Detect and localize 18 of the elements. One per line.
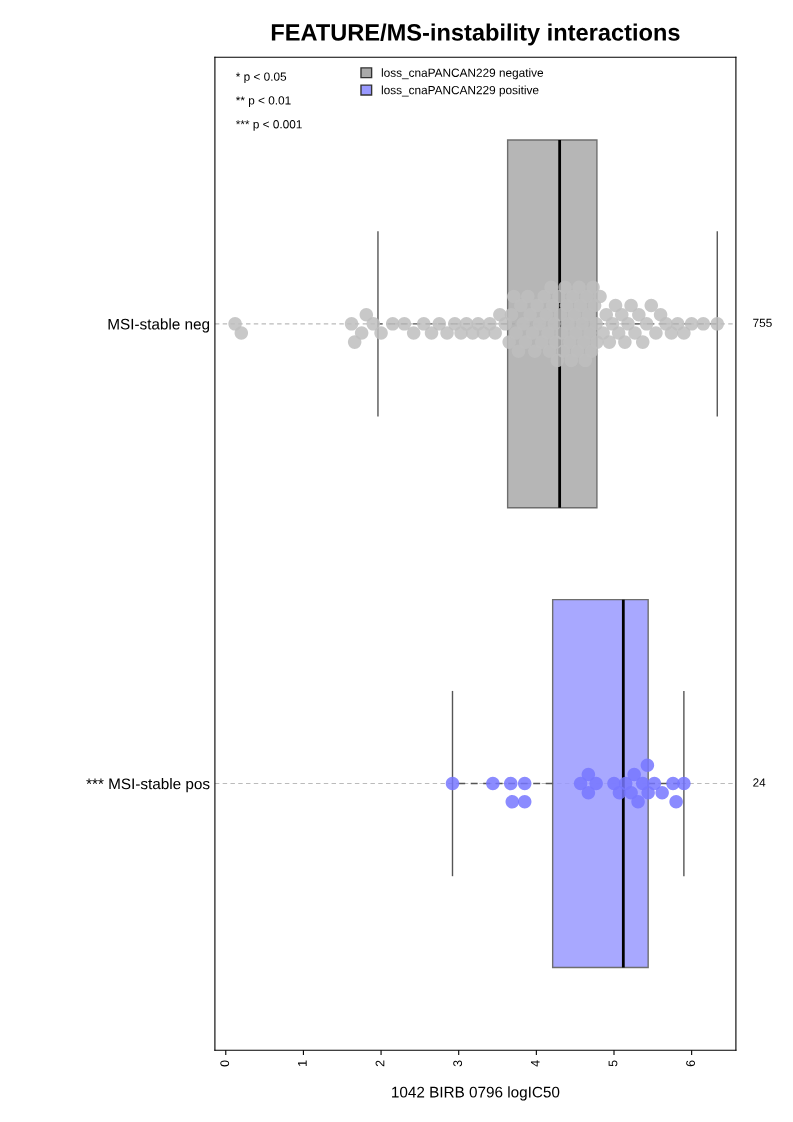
y-tick-label: *** MSI-stable pos	[86, 778, 210, 793]
x-tick-label: 4	[530, 1060, 540, 1067]
chart-title: FEATURE/MS-instability interactions	[271, 23, 680, 46]
legend-label: loss_cnaPANCAN229 negative	[381, 68, 544, 80]
x-tick-label: 1	[298, 1060, 307, 1066]
annotation: * p < 0.05	[235, 72, 287, 84]
text: 24	[753, 778, 766, 787]
annotation: ** p < 0.01	[235, 96, 291, 107]
x-tick-label: 0	[220, 1060, 230, 1067]
annotation: *** p < 0.001	[235, 120, 302, 131]
x-tick-label: 2	[375, 1060, 385, 1067]
y-tick-label: MSI-stable neg	[108, 318, 210, 333]
x-tick-label: 3	[453, 1060, 463, 1067]
x-tick-label: 5	[608, 1060, 618, 1067]
legend-label: loss_cnaPANCAN229 positive	[381, 85, 539, 97]
x-tick-label: 6	[686, 1060, 695, 1067]
text: 755	[753, 318, 772, 328]
x-axis-title: 1042 BIRB 0796 logIC50	[392, 1086, 560, 1101]
